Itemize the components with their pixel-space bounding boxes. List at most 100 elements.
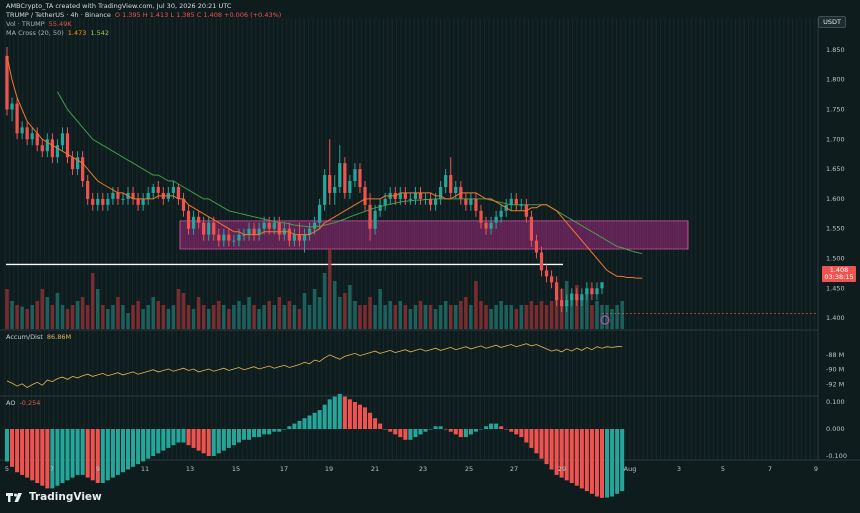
volume-bar xyxy=(438,305,443,329)
volume-bar xyxy=(539,301,544,329)
time-axis-tick-label: Aug xyxy=(624,465,637,473)
accum-axis-tick-label: -88 M xyxy=(826,351,844,359)
volume-bar xyxy=(30,305,34,329)
candle-body xyxy=(212,222,216,235)
ao-bar xyxy=(40,429,45,486)
volume-label[interactable]: Vol · TRUMP xyxy=(6,20,45,28)
volume-bar xyxy=(232,305,236,329)
volume-bar xyxy=(85,305,90,329)
ao-bar xyxy=(156,429,161,454)
candle-body xyxy=(555,282,559,301)
candle xyxy=(222,228,226,247)
volume-bar xyxy=(247,297,251,329)
ao-bar xyxy=(146,429,151,459)
ao-bar xyxy=(534,429,539,454)
candle xyxy=(191,210,196,235)
volume-bar xyxy=(211,305,216,329)
candle xyxy=(479,204,483,229)
ao-bar xyxy=(559,429,564,478)
ma-legend[interactable]: MA Cross (20, 50) 1.473 1.542 xyxy=(6,29,281,38)
candle xyxy=(449,157,453,199)
ao-bar xyxy=(70,429,75,478)
candle xyxy=(141,192,145,211)
ao-bar xyxy=(307,415,312,429)
candle xyxy=(378,198,382,217)
candle xyxy=(595,282,599,301)
candle-body xyxy=(141,198,145,205)
ao-bar xyxy=(196,429,201,451)
candle xyxy=(489,216,493,235)
ao-bar xyxy=(267,429,272,435)
ma-label[interactable]: MA Cross (20, 50) xyxy=(6,29,64,37)
volume-bar xyxy=(529,301,534,329)
ao-bar xyxy=(257,429,262,438)
ao-bar xyxy=(544,429,549,465)
ao-bar xyxy=(151,429,156,456)
ao-bar xyxy=(186,429,191,446)
candle xyxy=(202,216,206,241)
volume-bar xyxy=(322,273,327,329)
volume-bar xyxy=(549,301,554,329)
volume-bar xyxy=(136,301,140,329)
ao-bar xyxy=(378,423,383,429)
price-axis-tick-label: 1.800 xyxy=(826,76,845,84)
candle-body xyxy=(383,198,387,205)
volume-legend[interactable]: Vol · TRUMP 55.49K xyxy=(6,20,281,29)
candle xyxy=(494,210,498,229)
ao-bar xyxy=(388,429,393,432)
price-axis: 1.850 1.800 1.750 1.700 1.650 1.600 1.550 1.500… xyxy=(826,46,845,322)
volume-bar xyxy=(50,305,55,329)
candle-body xyxy=(75,157,80,170)
ma-slow-value: 1.542 xyxy=(90,29,109,37)
candle xyxy=(514,192,518,211)
candle-body xyxy=(312,222,317,229)
chart-header: AMBCrypto_TA created with TradingView.co… xyxy=(6,2,281,38)
ao-label[interactable]: AO xyxy=(6,399,16,407)
candle xyxy=(247,222,251,241)
ao-bar xyxy=(115,429,120,475)
volume-bar xyxy=(610,309,614,329)
ao-bar xyxy=(312,412,317,429)
ao-bar xyxy=(574,429,579,486)
candle-body xyxy=(413,192,418,199)
candle-body xyxy=(307,228,312,235)
price-axis-tick-label: 1.400 xyxy=(826,314,845,322)
accum-axis-tick-label: -92 M xyxy=(826,381,844,389)
ao-axis: 0.100 0.000 -0.100 xyxy=(826,398,847,460)
volume-bar xyxy=(554,297,559,329)
accum-dist-label[interactable]: Accum/Dist xyxy=(6,333,43,341)
volume-bar xyxy=(70,305,75,329)
candle xyxy=(131,186,135,205)
symbol-row[interactable]: TRUMP / TetherUS · 4h · Binance O 1.395 … xyxy=(6,11,281,20)
ohlc-values: O 1.395 H 1.413 L 1.385 C 1.408 +0.006 (… xyxy=(114,11,282,19)
ao-legend[interactable]: AO -0.254 xyxy=(6,399,40,407)
ao-bar xyxy=(110,429,115,478)
candle xyxy=(212,216,216,241)
symbol-label[interactable]: TRUMP / TetherUS · 4h · Binance xyxy=(6,11,111,19)
volume-bar xyxy=(595,301,599,329)
volume-bar xyxy=(196,297,201,329)
currency-chip[interactable]: USDT xyxy=(818,16,846,28)
candle xyxy=(91,192,95,211)
created-by-text: AMBCrypto_TA created with TradingView.co… xyxy=(6,2,232,10)
candle-body xyxy=(333,186,337,193)
volume-bar xyxy=(499,301,503,329)
volume-bar xyxy=(116,297,120,329)
ao-bar xyxy=(10,429,15,467)
tradingview-logo[interactable]: TradingView xyxy=(6,491,102,503)
candle-body xyxy=(479,210,483,223)
volume-bar xyxy=(509,305,514,329)
ao-bar xyxy=(35,429,40,483)
ao-value: -0.254 xyxy=(19,399,41,407)
candle xyxy=(333,175,337,205)
candle xyxy=(60,127,65,152)
candle xyxy=(363,181,367,211)
ao-bar xyxy=(262,429,267,435)
accum-dist-legend[interactable]: Accum/Dist 86.86M xyxy=(6,333,71,341)
ao-bar xyxy=(489,423,494,429)
ao-bar xyxy=(120,429,125,473)
ao-bar xyxy=(428,429,433,430)
candle xyxy=(257,222,261,241)
